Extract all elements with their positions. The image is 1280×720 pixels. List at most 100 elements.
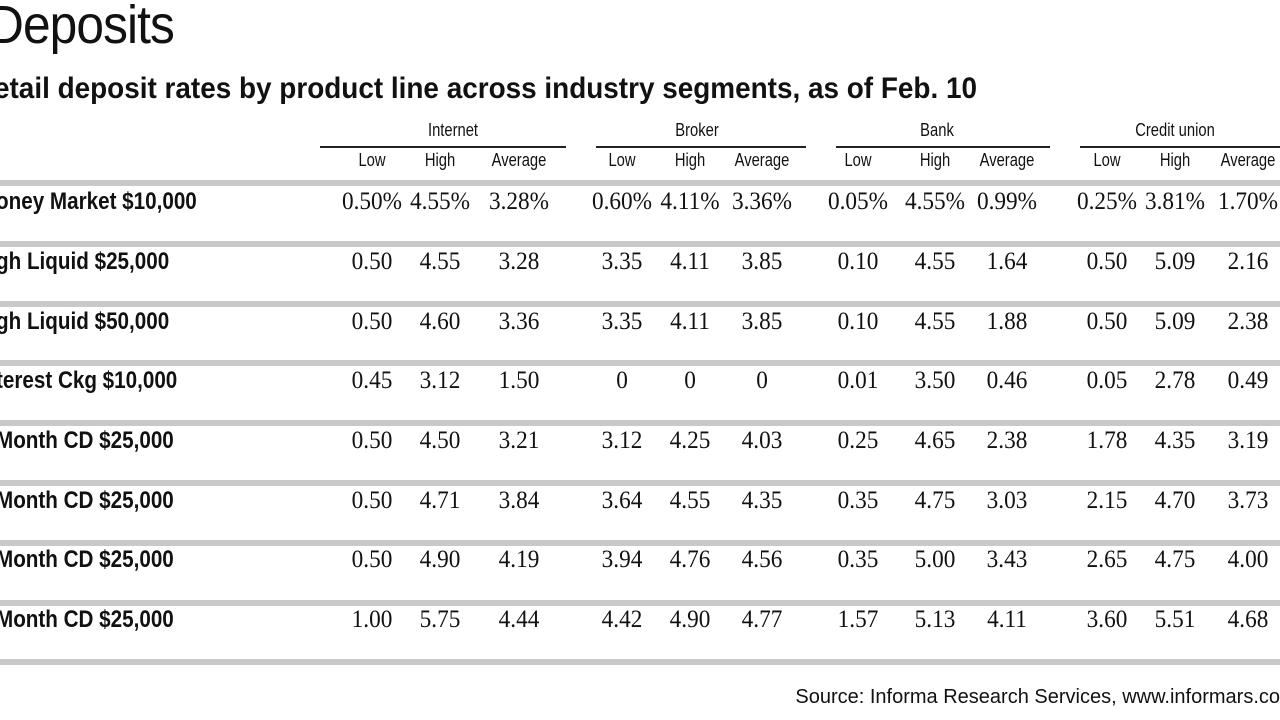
row-separator [0,540,1280,546]
table-cell: 3.36 [498,308,540,335]
table-cell: 3.21 [498,427,540,454]
column-header: High [1159,150,1191,170]
table-cell: 0.99% [976,188,1038,215]
table-cell: 0.05 [1086,367,1128,394]
table-cell: 4.90 [419,546,461,573]
table-cell: 4.00 [1227,546,1269,573]
table-cell: 3.64 [601,487,643,514]
table-cell: 4.68 [1227,606,1269,633]
row-separator [0,301,1280,307]
table-cell: 3.28 [498,248,540,275]
group-header: Internet [427,120,479,140]
group-header-rule [320,146,566,148]
table-cell: 4.03 [741,427,783,454]
table-cell: 4.11 [670,248,710,275]
table-cell: 3.81% [1144,188,1206,215]
column-header: Average [1220,150,1276,170]
table-cell: 3.35 [601,248,643,275]
table-cell: 4.55% [904,188,966,215]
group-header: Credit union [1135,120,1215,140]
table-cell: 3.73 [1227,487,1269,514]
table-cell: 0.50% [341,188,403,215]
table-cell: 0.05% [827,188,889,215]
table-cell: 0.50 [351,308,393,335]
table-cell: 0.10 [837,308,879,335]
table-cell: 4.75 [914,487,956,514]
table-cell: 3.12 [419,367,461,394]
table-cell: 4.56 [741,546,783,573]
table-cell: 1.78 [1086,427,1128,454]
table-cell: 3.43 [986,546,1028,573]
table-cell: 4.11 [987,606,1027,633]
table-cell: 4.11 [670,308,710,335]
row-separator [0,480,1280,486]
table-cell: 0 [756,367,768,394]
table-cell: 4.55 [419,248,461,275]
table-cell: 1.57 [837,606,879,633]
table-cell: 3.28% [488,188,550,215]
table-cell: 0 [684,367,696,394]
table-cell: 3.12 [601,427,643,454]
table-cell: 0 [616,367,628,394]
table-cell: 4.77 [741,606,783,633]
group-header-rule [836,146,1050,148]
table-cell: 4.70 [1154,487,1196,514]
table-cell: 4.19 [498,546,540,573]
table-cell: 4.55 [914,308,956,335]
table-cell: 4.55 [914,248,956,275]
group-header: Broker [675,120,719,140]
table-cell: 0.50 [1086,248,1128,275]
column-header: Average [979,150,1035,170]
table-cell: 2.78 [1154,367,1196,394]
table-cell: 4.55 [669,487,711,514]
row-separator [0,241,1280,247]
row-separator [0,659,1280,665]
row-separator [0,180,1280,186]
table-cell: 3.35 [601,308,643,335]
column-header: Low [608,150,636,170]
table-cell: 3.84 [498,487,540,514]
table-cell: 1.00 [351,606,393,633]
table-cell: 5.00 [914,546,956,573]
table-cell: 3.19 [1227,427,1269,454]
table-cell: 0.10 [837,248,879,275]
row-label: Month CD $25,000 [0,546,174,573]
table-cell: 0.46 [986,367,1028,394]
column-header: Average [491,150,547,170]
table-cell: 3.60 [1086,606,1128,633]
table-cell: 4.75 [1154,546,1196,573]
table-cell: 1.64 [986,248,1028,275]
table-cell: 5.75 [419,606,461,633]
table-cell: 4.25 [669,427,711,454]
row-separator [0,420,1280,426]
table-cell: 0.50 [351,487,393,514]
group-header: Bank [920,120,954,140]
table-cell: 3.36% [731,188,793,215]
row-label: gh Liquid $25,000 [0,248,170,275]
table-cell: 2.38 [986,427,1028,454]
column-header: High [919,150,951,170]
table-cell: 4.55% [409,188,471,215]
table-cell: 3.85 [741,308,783,335]
table-cell: 0.50 [351,546,393,573]
row-label: Month CD $25,000 [0,606,174,633]
table-cell: 1.50 [498,367,540,394]
row-label: oney Market $10,000 [0,188,197,215]
table-cell: 0.49 [1227,367,1269,394]
row-separator [0,360,1280,366]
table-cell: 0.60% [591,188,653,215]
table-cell: 2.16 [1227,248,1269,275]
table-cell: 3.50 [914,367,956,394]
table-cell: 0.45 [351,367,393,394]
table-cell: 5.13 [914,606,956,633]
source-note: Source: Informa Research Services, www.i… [795,686,1280,708]
table-cell: 4.35 [1154,427,1196,454]
table-cell: 4.65 [914,427,956,454]
table-cell: 2.38 [1227,308,1269,335]
group-header-rule [1080,146,1280,148]
row-label: terest Ckg $10,000 [0,367,178,394]
table-cell: 4.71 [419,487,461,514]
chart-subtitle: etail deposit rates by product line acro… [0,72,977,105]
table-cell: 1.88 [986,308,1028,335]
table-cell: 5.51 [1154,606,1196,633]
